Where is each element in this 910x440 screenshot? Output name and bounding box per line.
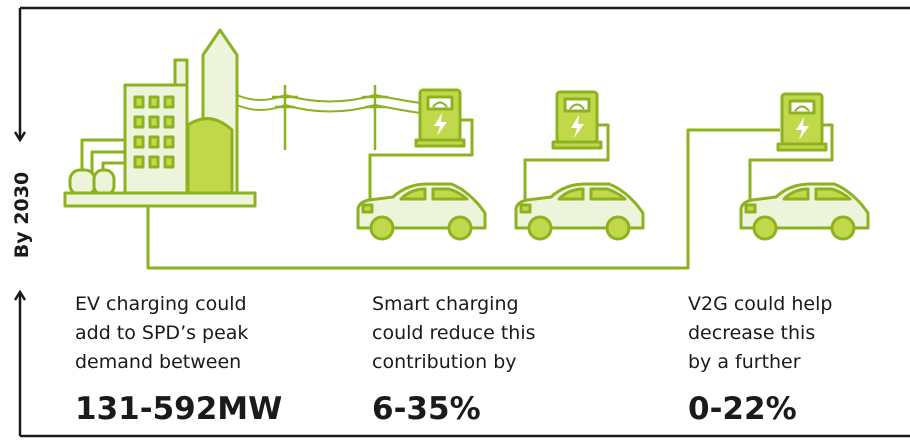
panel-line: could reduce this <box>372 319 536 348</box>
panel-line: V2G could help <box>688 290 832 319</box>
panel-line: contribution by <box>372 348 536 377</box>
panel-line: demand between <box>75 348 282 377</box>
panel-line: decrease this <box>688 319 832 348</box>
panel-line: by a further <box>688 348 832 377</box>
panel-figure: 6-35% <box>372 389 536 429</box>
panel-line: Smart charging <box>372 290 536 319</box>
panel-figure: 0-22% <box>688 389 832 429</box>
infographic: By 2030 EV charging couldadd to SPD’s pe… <box>0 0 910 440</box>
side-label: By 2030 <box>11 165 33 265</box>
panel-line: EV charging could <box>75 290 282 319</box>
panel-line: add to SPD’s peak <box>75 319 282 348</box>
panel-figure: 131-592MW <box>75 389 282 429</box>
